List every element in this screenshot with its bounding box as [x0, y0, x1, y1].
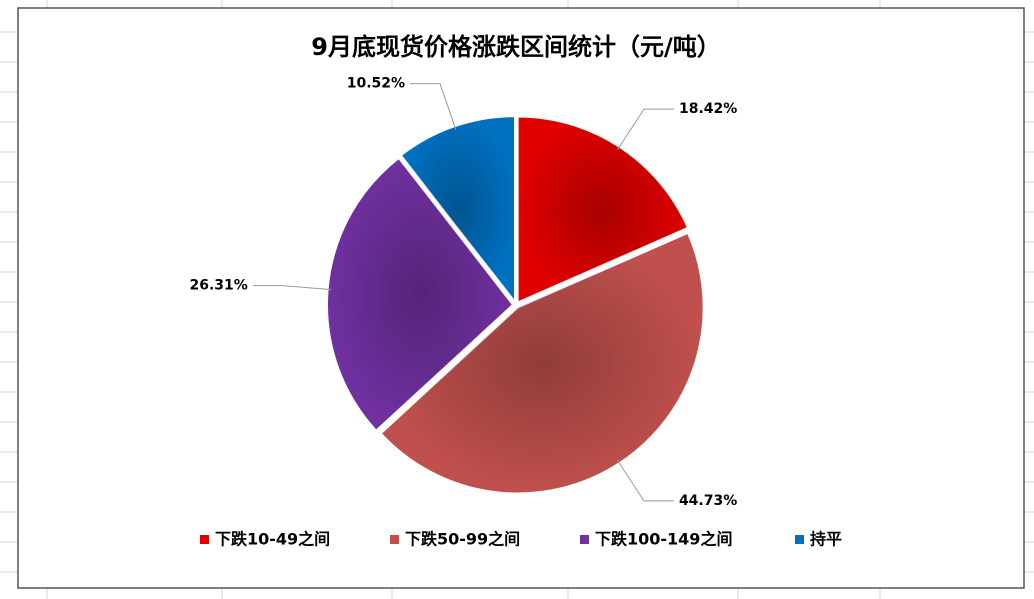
legend-swatch [390, 535, 399, 544]
data-label: 44.73% [679, 493, 737, 509]
legend-swatch [580, 535, 589, 544]
chart-title: 9月底现货价格涨跌区间统计（元/吨） [311, 33, 720, 61]
leader-line [616, 108, 675, 151]
legend-swatch [795, 535, 804, 544]
legend-label: 下跌100-149之间 [595, 530, 732, 549]
leader-line [252, 285, 332, 291]
legend-swatch [200, 535, 209, 544]
legend-label: 下跌50-99之间 [405, 530, 520, 549]
legend-label: 下跌10-49之间 [215, 530, 330, 549]
leader-line [616, 459, 674, 502]
data-label: 10.52% [347, 76, 405, 92]
leader-line [410, 83, 457, 130]
legend-label: 持平 [810, 530, 842, 549]
data-label: 18.42% [679, 101, 737, 117]
data-label: 26.31% [189, 278, 247, 294]
legend: 下跌10-49之间 下跌50-99之间 下跌100-149之间 持平 [200, 530, 842, 549]
